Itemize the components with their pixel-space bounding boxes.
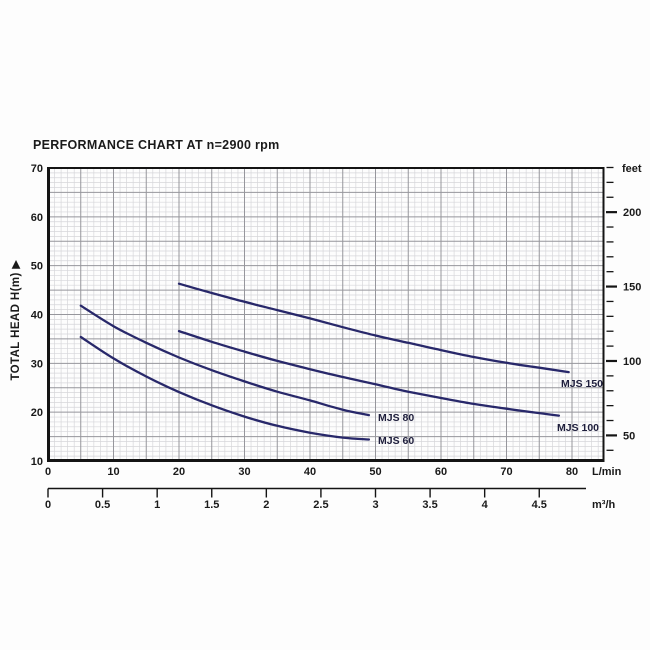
x2-tick-label: 0.5	[95, 499, 110, 511]
y-tick-label: 40	[31, 309, 43, 321]
y-axis-label: TOTAL HEAD H(m) ▶	[10, 259, 22, 380]
x-tick-label: 0	[45, 466, 51, 478]
curve-mjs-150	[177, 282, 570, 374]
x2-tick-label: 2	[263, 499, 269, 511]
plot-border	[47, 167, 605, 462]
y-tick-label: 20	[31, 407, 43, 419]
x-tick-label: 40	[304, 466, 316, 478]
feet-tick-label: 150	[623, 282, 641, 294]
x-tick-label: 60	[435, 466, 447, 478]
y-tick-label: 10	[31, 456, 43, 468]
feet-tick-label: 200	[623, 207, 641, 219]
x2-tick-label: 2.5	[313, 499, 328, 511]
bottom-axis-m3h: 0 0.5 1 1.5 2 2.5 3 3.5 4 4.5 m³/h	[45, 487, 616, 511]
series-label-mjs-60: MJS 60	[378, 435, 414, 447]
chart-title: PERFORMANCE CHART AT n=2900 rpm	[33, 138, 279, 152]
x-tick-label: 10	[107, 466, 119, 478]
x2-tick-label: 4.5	[532, 499, 547, 511]
x2-tick-label: 4	[482, 499, 489, 511]
feet-tick-label: 50	[623, 430, 635, 442]
x-axis-unit-lmin: L/min	[592, 466, 622, 478]
x2-tick-label: 1	[154, 499, 160, 511]
x2-tick-label: 3	[372, 499, 378, 511]
x-axis-unit-m3h: m³/h	[592, 499, 616, 511]
curves	[79, 282, 570, 441]
x2-tick-label: 3.5	[422, 499, 437, 511]
x2-tick-label: 0	[45, 499, 51, 511]
curve-mjs-80	[79, 304, 371, 417]
x-tick-label: 70	[500, 466, 512, 478]
y-tick-label: 70	[31, 163, 43, 175]
curve-mjs-60	[79, 335, 371, 441]
left-axis: 10 20 30 40 50 60 70	[31, 163, 43, 468]
series-label-mjs-80: MJS 80	[378, 412, 414, 424]
bottom-axis-lmin: 0 10 20 30 40 50 60 70 80 L/min	[45, 466, 622, 478]
series-label-mjs-100: MJS 100	[557, 422, 599, 434]
curve-mjs-100	[177, 329, 561, 417]
y-tick-label: 50	[31, 261, 43, 273]
x2-tick-label: 1.5	[204, 499, 219, 511]
y-tick-label: 60	[31, 212, 43, 224]
grid-major	[48, 168, 604, 461]
x-tick-label: 20	[173, 466, 185, 478]
right-axis-feet: 50 100 150 200 feet	[606, 163, 642, 451]
x-tick-label: 50	[369, 466, 381, 478]
series-label-mjs-150: MJS 150	[561, 378, 603, 390]
series-labels: MJS 150 MJS 100 MJS 80 MJS 60	[378, 378, 603, 447]
x-tick-label: 30	[238, 466, 250, 478]
y-axis-unit-feet: feet	[622, 163, 642, 175]
feet-tick-label: 100	[623, 356, 641, 368]
y-tick-label: 30	[31, 358, 43, 370]
x-tick-label: 80	[566, 466, 578, 478]
